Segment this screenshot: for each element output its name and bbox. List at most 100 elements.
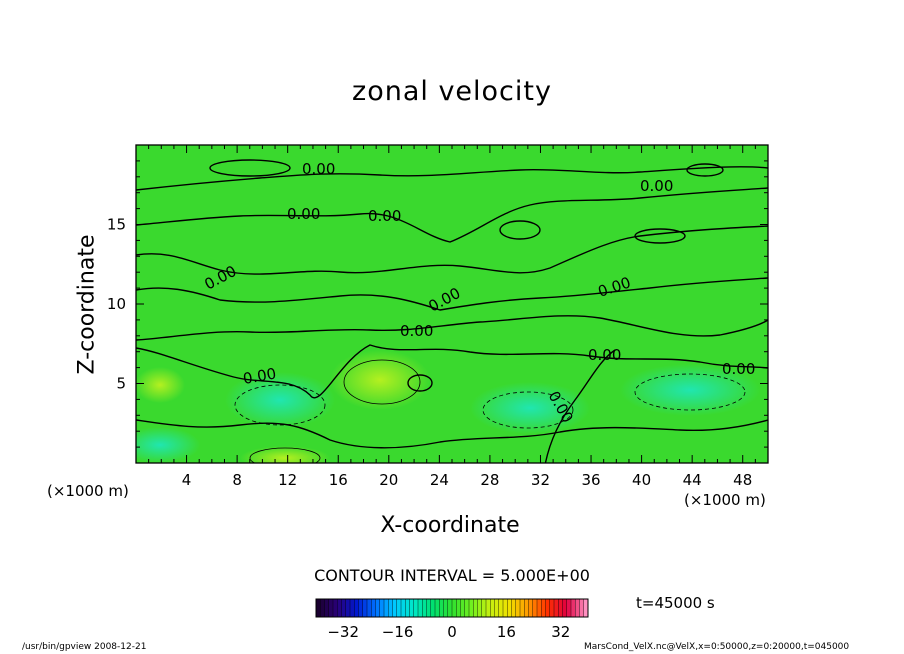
contour-line bbox=[407, 374, 433, 392]
x-tick-label: 8 bbox=[232, 471, 242, 489]
colorbar-swatch bbox=[528, 599, 534, 617]
colorbar-swatch bbox=[426, 599, 432, 617]
contour-line bbox=[234, 384, 326, 426]
contour-label: 0.00 bbox=[588, 346, 621, 364]
colorbar-swatch bbox=[469, 599, 474, 617]
x-axis-label: X-coordinate bbox=[380, 513, 520, 538]
colorbar-swatch bbox=[422, 599, 427, 617]
colorbar-swatch bbox=[413, 599, 419, 617]
colorbar-swatch bbox=[333, 599, 338, 617]
contour-line bbox=[136, 225, 768, 275]
x-tick-label: 36 bbox=[581, 471, 600, 489]
colorbar-swatch bbox=[367, 599, 372, 617]
contour-line bbox=[136, 344, 768, 399]
contour-line bbox=[482, 391, 574, 429]
colorbar-tick-label: 0 bbox=[447, 623, 457, 641]
x-tick-label: 32 bbox=[531, 471, 550, 489]
colorbar-swatch bbox=[566, 599, 572, 617]
contour-line bbox=[136, 277, 768, 311]
colorbar-tick-label: −16 bbox=[382, 623, 414, 641]
axis-ticks bbox=[136, 145, 768, 463]
colorbar-swatch bbox=[379, 599, 385, 617]
contour-line bbox=[544, 349, 616, 463]
contour-label: 0.00 bbox=[400, 322, 433, 340]
colorbar-swatch bbox=[571, 599, 576, 617]
contour-line bbox=[209, 159, 291, 177]
contour-line bbox=[136, 166, 768, 191]
colorbar-swatch bbox=[452, 599, 457, 617]
colorbar-swatch bbox=[511, 599, 517, 617]
contour-line bbox=[136, 315, 768, 341]
negative-region bbox=[225, 372, 335, 428]
colorbar-swatch bbox=[490, 599, 495, 617]
colorbar-swatch bbox=[324, 599, 330, 617]
x-tick-label: 40 bbox=[632, 471, 651, 489]
colorbar-labels: −32 −16 0 16 32 bbox=[327, 623, 570, 641]
colorbar-swatch bbox=[447, 599, 453, 617]
colorbar-tick-label: −32 bbox=[327, 623, 359, 641]
colorbar-swatch bbox=[320, 599, 325, 617]
colorbar-swatch bbox=[583, 599, 589, 617]
x-tick-label: 20 bbox=[379, 471, 398, 489]
colorbar-swatch bbox=[328, 599, 334, 617]
contour-lines bbox=[136, 159, 768, 463]
y-axis-label: Z-coordinate bbox=[74, 234, 100, 375]
colorbar-swatch bbox=[350, 599, 355, 617]
colorbar-swatch bbox=[358, 599, 364, 617]
colorbar-tick-label: 16 bbox=[497, 623, 516, 641]
colorbar-swatch bbox=[477, 599, 483, 617]
colorbar-swatch bbox=[549, 599, 555, 617]
colorbar-swatch bbox=[575, 599, 580, 617]
x-tick-label: 4 bbox=[182, 471, 192, 489]
colorbar-swatch bbox=[503, 599, 508, 617]
colorbar-swatch bbox=[396, 599, 402, 617]
colorbar-swatch bbox=[443, 599, 449, 617]
negative-contours bbox=[234, 373, 746, 429]
colorbar-swatch bbox=[545, 599, 551, 617]
x-tick-label: 12 bbox=[278, 471, 297, 489]
contour-label: 0.00 bbox=[302, 160, 335, 178]
colorbar-swatch bbox=[481, 599, 487, 617]
colorbar-swatch bbox=[392, 599, 398, 617]
contour-label: 0.00 bbox=[722, 360, 755, 378]
contour-line bbox=[136, 187, 768, 243]
contour-label: 0.00 bbox=[287, 205, 320, 223]
colorbar-swatch bbox=[371, 599, 376, 617]
colorbar-swatch bbox=[375, 599, 381, 617]
colorbar-frame bbox=[315, 598, 589, 618]
footer-source: MarsCond_VelX.nc@VelX,x=0:50000,z=0:2000… bbox=[584, 642, 850, 652]
colorbar bbox=[315, 598, 589, 618]
colorbar-swatch bbox=[532, 599, 538, 617]
positive-contours bbox=[249, 359, 421, 463]
colorbar-swatch bbox=[579, 599, 585, 617]
colorbar-swatch bbox=[537, 599, 542, 617]
contour-line bbox=[343, 359, 421, 405]
contour-label: 0.00 bbox=[640, 177, 673, 195]
colorbar-swatch bbox=[345, 599, 351, 617]
colorbar-swatch bbox=[562, 599, 568, 617]
negative-region bbox=[470, 382, 590, 434]
y-tick-label: 15 bbox=[107, 216, 126, 234]
colorbar-swatch bbox=[439, 599, 444, 617]
contour-label: 0.00 bbox=[368, 207, 401, 225]
colorbar-swatch bbox=[456, 599, 461, 617]
colorbar-swatch bbox=[524, 599, 529, 617]
y-tick-label: 10 bbox=[107, 295, 126, 313]
contour-line bbox=[249, 447, 321, 463]
colorbar-swatch bbox=[498, 599, 504, 617]
colorbar-swatch bbox=[486, 599, 491, 617]
colorbar-swatch bbox=[494, 599, 500, 617]
x-tick-label: 16 bbox=[329, 471, 348, 489]
positive-region bbox=[330, 350, 430, 410]
colorbar-swatch bbox=[384, 599, 389, 617]
colorbar-swatch bbox=[464, 599, 470, 617]
colorbar-swatch bbox=[541, 599, 546, 617]
field-layer bbox=[136, 145, 768, 463]
x-unit-label-right: (×1000 m) bbox=[684, 491, 766, 509]
y-tick-label: 5 bbox=[116, 375, 126, 393]
contour-line bbox=[686, 163, 724, 177]
colorbar-swatch bbox=[341, 599, 347, 617]
colorbar-tick-label: 32 bbox=[551, 623, 570, 641]
